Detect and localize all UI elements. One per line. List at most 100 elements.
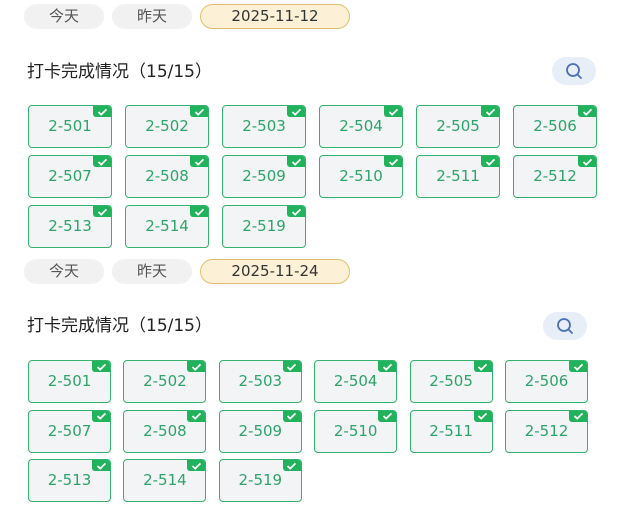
room-cell[interactable]: 2-506 <box>505 360 588 403</box>
room-label: 2-511 <box>429 421 473 440</box>
room-cell[interactable]: 2-503 <box>218 360 302 403</box>
room-cell[interactable]: 2-509 <box>218 409 302 453</box>
room-cell[interactable]: 2-502 <box>125 105 209 148</box>
room-label: 2-513 <box>48 217 92 235</box>
check-icon <box>384 156 402 167</box>
room-cell[interactable]: 2-505 <box>409 360 493 403</box>
room-label: 2-507 <box>47 421 92 440</box>
room-cell[interactable]: 2-514 <box>123 459 207 502</box>
check-icon <box>92 361 110 372</box>
check-icon <box>282 460 301 471</box>
check-icon <box>92 410 110 422</box>
check-icon <box>378 361 397 372</box>
room-cell[interactable]: 2-504 <box>319 105 403 148</box>
check-icon <box>282 361 301 372</box>
check-icon <box>378 410 397 422</box>
date-picker-tab[interactable]: 2025-11-24 <box>200 259 350 284</box>
tab-today[interactable]: 今天 <box>24 4 104 29</box>
room-cell[interactable]: 2-504 <box>314 360 398 403</box>
tab-today[interactable]: 今天 <box>24 259 104 284</box>
room-label: 2-513 <box>47 471 92 489</box>
check-icon <box>569 410 587 422</box>
room-label: 2-509 <box>238 421 283 440</box>
room-cell[interactable]: 2-513 <box>28 459 111 502</box>
completion-title: 打卡完成情况（15/15） <box>27 316 212 336</box>
check-icon <box>473 410 492 422</box>
check-icon <box>93 206 111 217</box>
search-button[interactable] <box>552 57 596 85</box>
room-cell[interactable]: 2-511 <box>416 155 500 198</box>
room-cell[interactable]: 2-514 <box>125 205 209 248</box>
room-label: 2-514 <box>143 471 187 489</box>
room-cell[interactable]: 2-508 <box>125 155 209 198</box>
room-label: 2-508 <box>145 167 189 185</box>
check-icon <box>287 106 305 117</box>
room-label: 2-519 <box>238 471 283 489</box>
check-icon <box>93 156 111 167</box>
check-icon <box>578 106 596 117</box>
room-label: 2-503 <box>242 117 286 135</box>
check-icon <box>187 460 206 471</box>
room-label: 2-503 <box>238 372 283 390</box>
room-cell[interactable]: 2-510 <box>319 155 403 198</box>
room-label: 2-512 <box>524 421 569 440</box>
room-cell[interactable]: 2-510 <box>314 409 398 453</box>
check-icon <box>287 206 305 217</box>
room-cell[interactable]: 2-513 <box>28 205 112 248</box>
room-cell[interactable]: 2-505 <box>416 105 500 148</box>
room-cell[interactable]: 2-512 <box>513 155 597 198</box>
room-label: 2-512 <box>533 167 577 185</box>
room-label: 2-506 <box>524 372 569 390</box>
search-icon <box>557 318 573 334</box>
search-icon <box>566 63 582 79</box>
room-label: 2-511 <box>436 167 480 185</box>
room-label: 2-510 <box>339 167 383 185</box>
room-cell[interactable]: 2-502 <box>123 360 207 403</box>
date-picker-tab[interactable]: 2025-11-12 <box>200 4 350 29</box>
check-icon <box>384 106 402 117</box>
check-icon <box>187 361 206 372</box>
room-cell[interactable]: 2-507 <box>28 155 112 198</box>
room-label: 2-519 <box>242 217 286 235</box>
room-cell[interactable]: 2-509 <box>222 155 306 198</box>
tab-yesterday[interactable]: 昨天 <box>112 259 192 284</box>
room-label: 2-505 <box>429 372 473 390</box>
room-label: 2-508 <box>143 421 187 440</box>
room-cell[interactable]: 2-503 <box>222 105 306 148</box>
check-icon <box>93 106 111 117</box>
room-label: 2-504 <box>333 372 378 390</box>
check-icon <box>190 206 208 217</box>
check-icon <box>481 156 499 167</box>
room-label: 2-505 <box>436 117 480 135</box>
check-icon <box>190 156 208 167</box>
room-cell[interactable]: 2-506 <box>513 105 597 148</box>
room-label: 2-514 <box>145 217 189 235</box>
room-label: 2-509 <box>242 167 286 185</box>
room-label: 2-501 <box>47 372 92 390</box>
room-label: 2-510 <box>333 421 378 440</box>
room-cell[interactable]: 2-501 <box>28 105 112 148</box>
room-label: 2-507 <box>48 167 92 185</box>
room-cell[interactable]: 2-512 <box>505 409 588 453</box>
completion-title: 打卡完成情况（15/15） <box>27 62 212 82</box>
room-cell[interactable]: 2-519 <box>222 205 306 248</box>
check-icon <box>282 410 301 422</box>
room-cell[interactable]: 2-501 <box>28 360 111 403</box>
check-icon <box>481 106 499 117</box>
room-label: 2-502 <box>143 372 187 390</box>
room-label: 2-504 <box>339 117 383 135</box>
check-icon <box>473 361 492 372</box>
room-label: 2-502 <box>145 117 189 135</box>
room-label: 2-501 <box>48 117 92 135</box>
room-label: 2-506 <box>533 117 577 135</box>
check-icon <box>187 410 206 422</box>
room-cell[interactable]: 2-507 <box>28 409 111 453</box>
room-cell[interactable]: 2-508 <box>123 409 207 453</box>
room-cell[interactable]: 2-511 <box>409 409 493 453</box>
tab-yesterday[interactable]: 昨天 <box>112 4 192 29</box>
check-icon <box>287 156 305 167</box>
search-button[interactable] <box>543 312 587 340</box>
check-icon <box>190 106 208 117</box>
room-cell[interactable]: 2-519 <box>218 459 302 502</box>
check-icon <box>92 460 110 471</box>
